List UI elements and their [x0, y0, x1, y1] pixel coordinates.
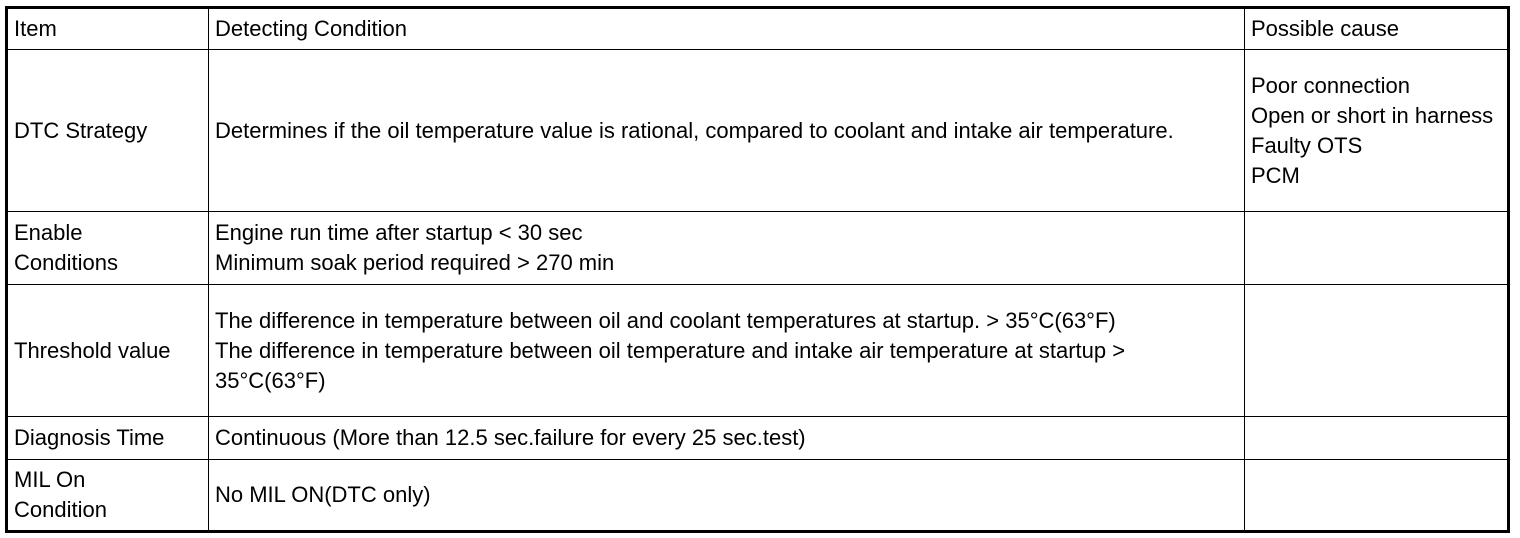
table-cell: DTC Strategy: [6, 49, 209, 212]
cell-line: PCM: [1251, 162, 1300, 188]
table-cell: [1244, 284, 1509, 417]
cell-line: Threshold value: [14, 337, 171, 363]
table-body: Item Detecting Condition Possible cause DTC…: [6, 7, 1509, 532]
cell-line: The difference in temperature between oi…: [215, 337, 1126, 393]
header-cell: Possible cause: [1244, 7, 1509, 50]
table-cell: MIL On Condition: [6, 459, 209, 532]
cell-line: MIL On Condition: [14, 467, 107, 522]
cell-line: Faulty OTS: [1251, 132, 1363, 158]
table-cell: Threshold value: [6, 284, 209, 417]
cell-line: The difference in temperature between oi…: [215, 307, 1116, 333]
table-cell: Diagnosis Time: [6, 416, 209, 460]
cell-line: Enable Conditions: [14, 220, 118, 275]
table-cell: Continuous (More than 12.5 sec.failure f…: [208, 416, 1245, 460]
cell-line: No MIL ON(DTC only): [215, 482, 431, 507]
cell-line: Determines if the oil temperature value …: [215, 117, 1174, 143]
table-cell: Determines if the oil temperature value …: [208, 49, 1245, 212]
cell-line: DTC Strategy: [14, 117, 148, 143]
cell-line: Poor connection: [1251, 72, 1410, 98]
table-cell: Engine run time after startup < 30 sec Mi…: [208, 211, 1245, 285]
table-cell: Poor connection Open or short in harness F…: [1244, 49, 1509, 212]
cell-line: Engine run time after startup < 30 sec: [215, 220, 583, 245]
table-cell: No MIL ON(DTC only): [208, 459, 1245, 532]
table-row: Diagnosis Time Continuous (More than 12.5…: [6, 416, 1509, 460]
table-row: Threshold value The difference in tempera…: [6, 284, 1509, 417]
table-row: Enable Conditions Engine run time after s…: [6, 211, 1509, 285]
table-row: DTC Strategy Determines if the oil temper…: [6, 49, 1509, 212]
header-cell: Detecting Condition: [208, 7, 1245, 50]
header-cell: Item: [6, 7, 209, 50]
cell-line: Open or short in harness: [1251, 102, 1494, 128]
cell-line: Continuous (More than 12.5 sec.failure f…: [215, 425, 806, 450]
table-cell: The difference in temperature between oi…: [208, 284, 1245, 417]
table-row: MIL On Condition No MIL ON(DTC only): [6, 459, 1509, 532]
cell-line: Minimum soak period required > 270 min: [215, 250, 615, 275]
table-cell: [1244, 211, 1509, 285]
cell-line: Diagnosis Time: [14, 425, 165, 450]
table-cell: [1244, 416, 1509, 460]
table: Item Detecting Condition Possible cause DTC…: [5, 6, 1510, 533]
table-cell: [1244, 459, 1509, 532]
table-cell: Enable Conditions: [6, 211, 209, 285]
header-row: Item Detecting Condition Possible cause: [6, 7, 1509, 50]
